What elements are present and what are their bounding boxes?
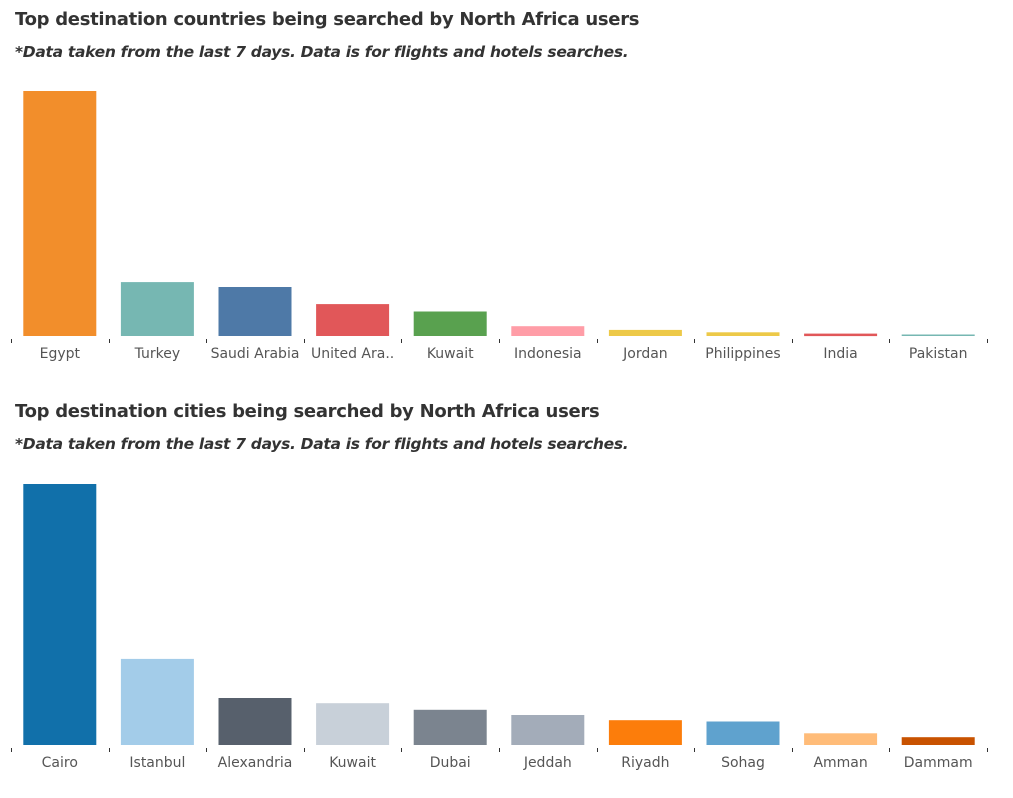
- x-tick-label: United Ara..: [311, 346, 394, 362]
- chart-subtitle: *Data taken from the last 7 days. Data i…: [15, 435, 629, 453]
- x-tick-label: Dubai: [430, 755, 471, 771]
- bar-jordan[interactable]: [608, 329, 682, 336]
- x-tick-label: Istanbul: [129, 755, 185, 771]
- x-tick-label: Jeddah: [523, 755, 572, 771]
- bar-istanbul[interactable]: [120, 658, 194, 745]
- bar-sohag[interactable]: [706, 721, 780, 746]
- x-tick-label: Philippines: [705, 346, 780, 362]
- x-tick-label: Kuwait: [427, 346, 474, 362]
- bar-amman[interactable]: [804, 733, 878, 745]
- bar-cairo[interactable]: [23, 484, 97, 745]
- bar-philippines[interactable]: [706, 332, 780, 336]
- chart-title: Top destination cities being searched by…: [15, 401, 600, 422]
- chart-title: Top destination countries being searched…: [15, 9, 640, 30]
- bar-kuwait[interactable]: [413, 311, 487, 337]
- x-tick-label: Riyadh: [621, 755, 669, 771]
- x-tick-label: Saudi Arabia: [211, 346, 300, 362]
- x-tick-label: Amman: [813, 755, 867, 771]
- x-tick-label: India: [823, 346, 857, 362]
- x-tick-label: Sohag: [721, 755, 765, 771]
- bar-riyadh[interactable]: [608, 720, 682, 745]
- bar-dubai[interactable]: [413, 709, 487, 745]
- bar-united-ara[interactable]: [316, 304, 390, 336]
- bar-turkey[interactable]: [120, 282, 194, 336]
- x-tick-label: Jordan: [622, 346, 668, 362]
- x-tick-label: Turkey: [134, 346, 181, 362]
- chart-subtitle: *Data taken from the last 7 days. Data i…: [15, 43, 629, 61]
- bar-indonesia[interactable]: [511, 326, 585, 336]
- bar-india[interactable]: [804, 333, 878, 337]
- x-tick-label: Indonesia: [514, 346, 582, 362]
- bar-jeddah[interactable]: [511, 715, 585, 745]
- x-tick-label: Egypt: [40, 346, 81, 362]
- x-tick-label: Dammam: [904, 755, 973, 771]
- x-tick-label: Kuwait: [329, 755, 376, 771]
- bar-dammam[interactable]: [901, 737, 975, 745]
- x-tick-label: Alexandria: [218, 755, 293, 771]
- x-tick-label: Pakistan: [909, 346, 968, 362]
- bar-egypt[interactable]: [23, 91, 97, 336]
- bar-kuwait[interactable]: [316, 703, 390, 745]
- bar-alexandria[interactable]: [218, 698, 292, 745]
- x-tick-label: Cairo: [42, 755, 78, 771]
- bar-pakistan[interactable]: [901, 334, 975, 337]
- bar-saudi-arabia[interactable]: [218, 287, 292, 336]
